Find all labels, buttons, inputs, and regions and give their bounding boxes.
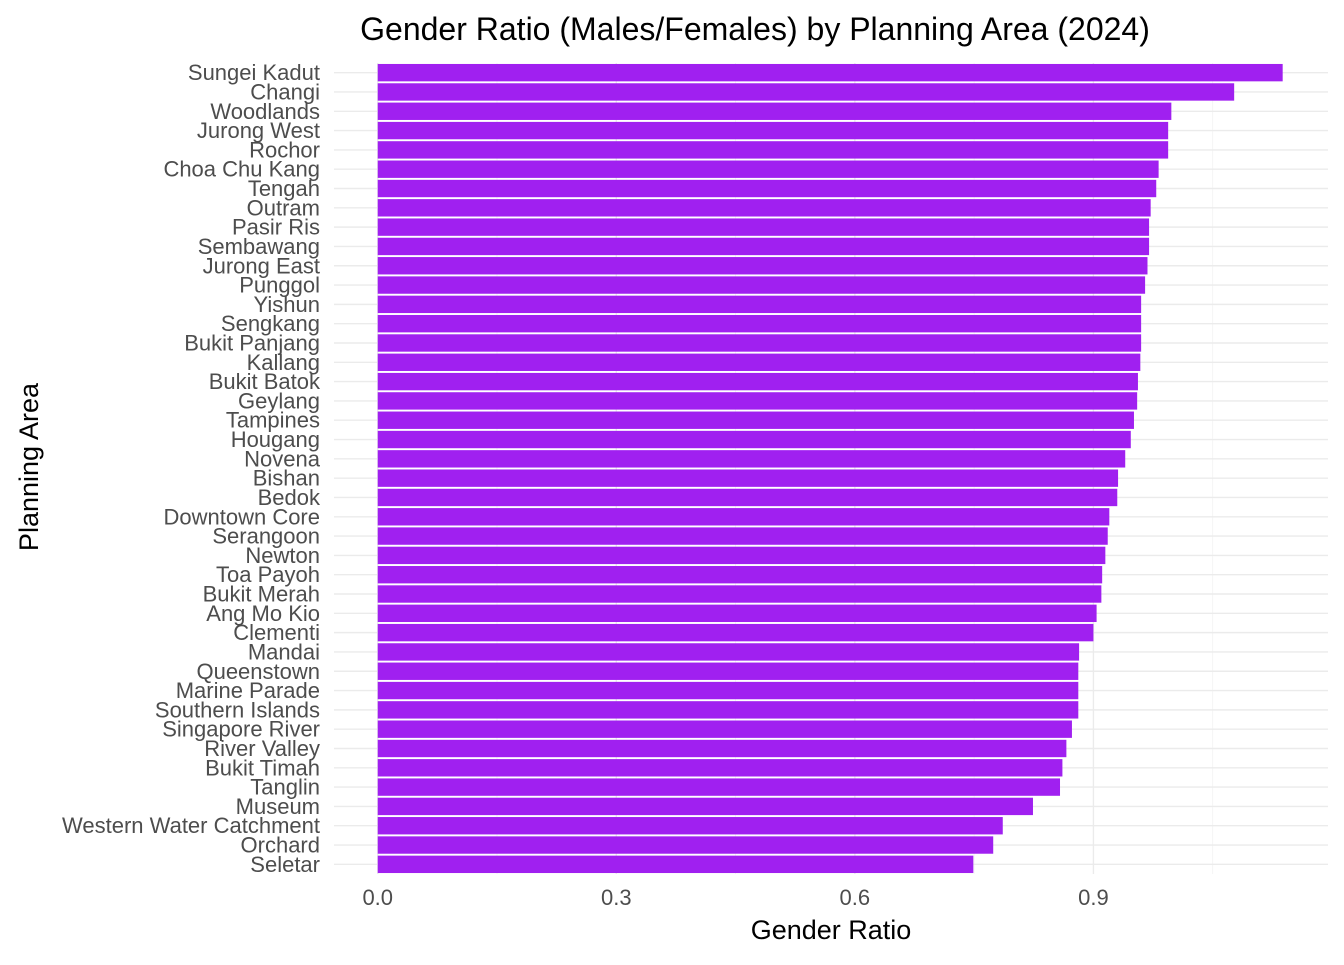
bar: [377, 759, 1063, 777]
bar: [377, 643, 1080, 661]
y-tick-label: Western Water Catchment: [62, 813, 320, 838]
bar: [377, 450, 1126, 468]
bar: [377, 527, 1108, 545]
y-tick-label: Bukit Merah: [203, 582, 320, 607]
y-tick-label: Sembawang: [198, 234, 320, 259]
bar: [377, 585, 1102, 603]
bar: [377, 411, 1134, 429]
bar: [377, 508, 1110, 526]
x-tick-label: 0.0: [362, 885, 393, 910]
bar: [377, 817, 1003, 835]
bar: [377, 141, 1169, 159]
y-tick-label: Punggol: [239, 273, 320, 298]
y-tick-label: Museum: [236, 794, 320, 819]
bar: [377, 314, 1142, 333]
bar: [377, 430, 1131, 449]
y-tick-label: Geylang: [238, 388, 320, 413]
bar: [377, 797, 1033, 816]
bar: [377, 199, 1151, 217]
bar: [377, 83, 1235, 101]
y-tick-label: Ang Mo Kio: [206, 601, 320, 626]
x-tick-label: 0.9: [1078, 885, 1109, 910]
y-tick-label: Bishan: [253, 466, 320, 491]
bar: [377, 778, 1061, 796]
bar: [377, 662, 1079, 680]
y-tick-label: Novena: [244, 446, 321, 471]
y-tick-label: Rochor: [249, 137, 320, 162]
x-tick-labels: 0.0 0.3 0.6 0.9: [362, 885, 1108, 910]
bar: [377, 372, 1138, 391]
y-tick-label: Bukit Timah: [205, 755, 320, 780]
y-tick-label: Downtown Core: [163, 504, 320, 529]
y-tick-label: Newton: [245, 543, 320, 568]
y-tick-label: Jurong East: [203, 253, 320, 278]
bar: [377, 392, 1138, 410]
bar: [377, 566, 1103, 584]
y-tick-label: Yishun: [254, 292, 320, 317]
y-tick-label: Jurong West: [197, 118, 320, 143]
bar: [377, 855, 974, 874]
bar: [377, 720, 1072, 738]
y-tick-label: Hougang: [231, 427, 320, 452]
y-tick-label: Sungei Kadut: [188, 60, 320, 85]
y-tick-label: Tengah: [248, 176, 320, 201]
y-tick-label: Toa Payoh: [216, 562, 320, 587]
y-tick-label: Southern Islands: [155, 697, 320, 722]
y-tick-label: Tampines: [226, 408, 320, 433]
bar: [377, 276, 1146, 294]
y-tick-label: Pasir Ris: [232, 215, 320, 240]
bar: [377, 295, 1142, 314]
bar: [377, 546, 1106, 565]
bar: [377, 334, 1142, 352]
bar: [377, 353, 1141, 371]
bar: [377, 237, 1150, 256]
y-tick-label: River Valley: [204, 736, 320, 761]
y-tick-label: Mandai: [248, 639, 320, 664]
bar: [377, 63, 1283, 82]
y-tick-label: Sengkang: [221, 311, 320, 336]
y-tick-label: Choa Chu Kang: [163, 157, 320, 182]
bar: [377, 469, 1119, 487]
bar: [377, 160, 1159, 178]
bar: [377, 604, 1097, 623]
bars: [377, 63, 1283, 874]
x-axis-title: Gender Ratio: [751, 915, 912, 945]
bar: [377, 257, 1148, 275]
y-tick-label: Queenstown: [196, 659, 320, 684]
y-tick-label: Clementi: [233, 620, 320, 645]
y-tick-label: Orchard: [241, 833, 320, 858]
y-tick-label: Bedok: [258, 485, 321, 510]
bar: [377, 701, 1079, 719]
y-tick-label: Seletar: [250, 852, 320, 877]
bar: [377, 102, 1172, 120]
x-tick-label: 0.6: [840, 885, 871, 910]
y-axis-title: Planning Area: [14, 382, 44, 551]
bar: [377, 488, 1118, 507]
bar: [377, 739, 1067, 758]
chart-title: Gender Ratio (Males/Females) by Planning…: [360, 11, 1150, 47]
bar: [377, 836, 994, 854]
y-tick-label: Tanglin: [250, 775, 320, 800]
y-tick-label: Serangoon: [212, 524, 320, 549]
y-tick-label: Bukit Panjang: [184, 330, 320, 355]
y-tick-label: Marine Parade: [176, 678, 320, 703]
bar: [377, 681, 1079, 700]
y-tick-label: Woodlands: [210, 99, 320, 124]
bar: [377, 623, 1094, 642]
y-tick-label: Bukit Batok: [209, 369, 321, 394]
bar: [377, 121, 1169, 140]
x-tick-label: 0.3: [601, 885, 632, 910]
bar: [377, 218, 1150, 236]
bar: [377, 179, 1157, 198]
y-tick-label: Kallang: [247, 350, 320, 375]
y-tick-label: Outram: [247, 195, 320, 220]
y-tick-label: Changi: [250, 79, 320, 104]
y-tick-label: Singapore River: [162, 717, 320, 742]
